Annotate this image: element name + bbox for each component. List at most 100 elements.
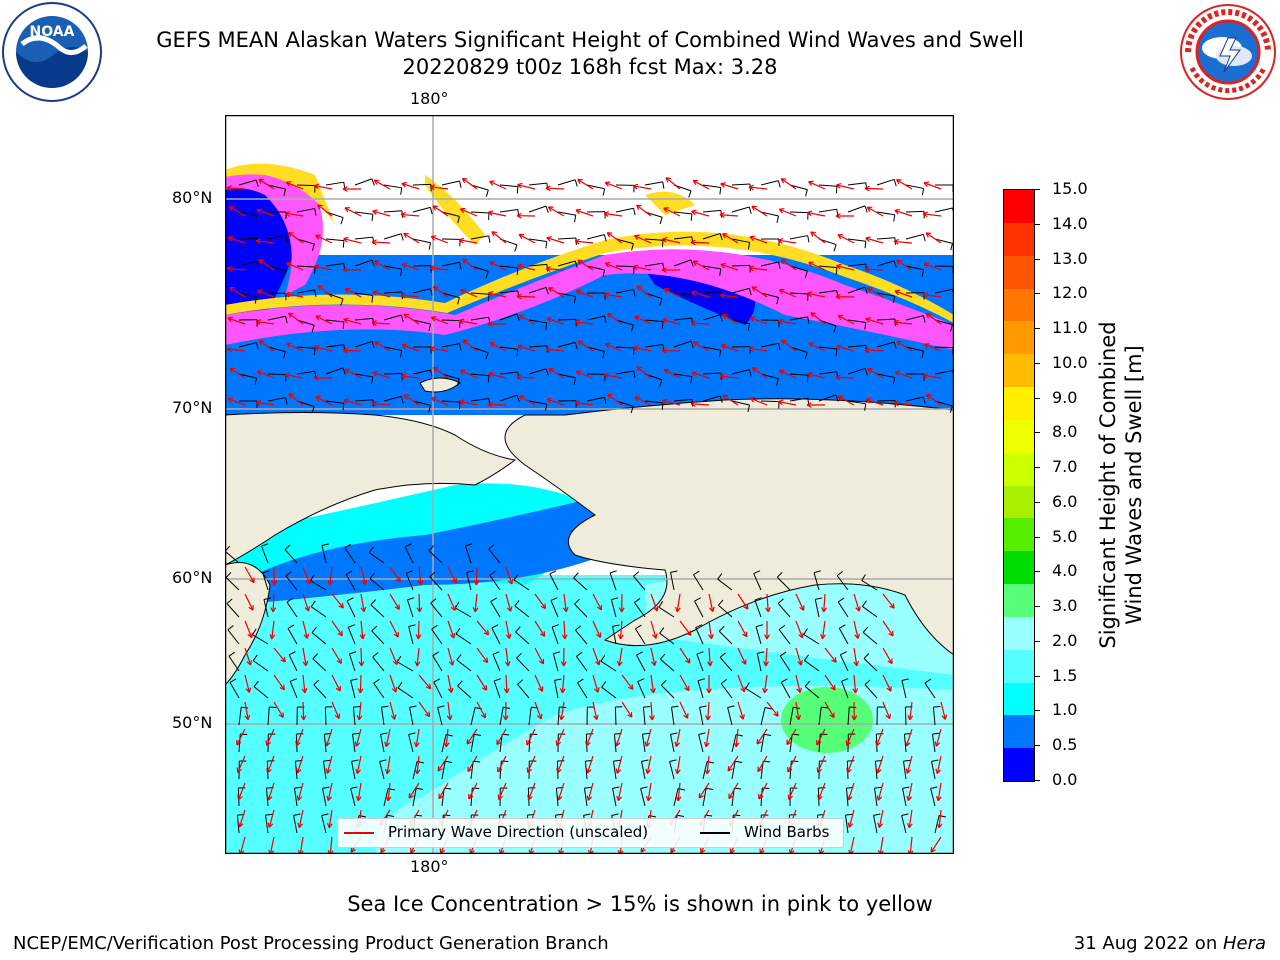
wind-barb [780,682,791,699]
wave-arrow-head [787,767,793,773]
wave-arrow [878,809,884,828]
wave-arrow-head [835,213,841,219]
wave-arrow [720,344,739,352]
wind-barb [841,681,849,699]
colorbar-tick-mark [1034,328,1040,330]
wind-barb [287,628,298,645]
wind-barb-flag [400,396,404,404]
wind-barb-flag [433,678,441,683]
sea-ice-yellow-patch-2 [645,191,695,215]
wave-arrow-head [391,686,398,693]
wind-barb [267,315,286,321]
wind-barb-flag [263,597,271,600]
wind-barb [702,314,721,321]
wind-barb-flag [630,324,634,332]
wave-arrow-head [722,313,728,320]
wind-barb [554,680,559,699]
wind-barb [514,605,530,618]
wind-barb-flag [513,573,519,581]
colorbar-tick-mark [1034,571,1040,573]
sea-ice-yellow-band [225,231,954,323]
wave-arrow [808,342,826,352]
wind-barb-flag [924,678,932,684]
wave-arrow [882,620,894,637]
wave-arrow-head [894,208,900,215]
wind-barb-flag [313,679,320,686]
wind-barb [874,761,878,780]
wave-arrow-head [596,604,603,611]
wind-barb-flag [695,624,703,629]
wind-barb-flag [660,679,667,686]
wind-barb-flag [874,786,882,789]
wave-arrow-head [401,181,407,188]
wave-arrow [894,371,913,379]
wave-arrow-head [698,793,704,799]
wave-arrow [837,315,855,325]
wave-arrow [545,187,565,190]
wind-barb-flag [637,678,645,683]
wave-arrow [894,402,913,406]
wind-barb [673,317,692,321]
wave-arrow-head [586,795,593,801]
wave-arrow-head [326,822,333,829]
wave-arrow [548,367,565,379]
wind-barb [528,238,547,243]
wave-arrow [836,345,855,352]
wind-barb-flag [514,600,520,607]
wind-barb [719,657,733,672]
wave-arrow-head [487,401,493,408]
wave-arrow-head [227,397,234,403]
wave-arrow [546,348,565,352]
wave-arrow-head [472,607,479,613]
wind-barb-flag [658,601,664,608]
wave-arrow-head [430,316,437,322]
wind-barb [586,346,605,352]
wave-arrow [415,728,420,747]
wave-arrow [371,241,391,244]
wave-arrow-head [415,634,422,640]
wind-barb-flag [456,654,462,661]
wave-arrow-head [835,293,841,300]
wind-barb [615,207,634,213]
wind-barb [383,395,402,402]
wind-barb-flag [604,397,607,405]
wave-arrow [491,231,507,244]
wave-arrow-head [778,208,785,214]
wave-arrow-head [305,578,311,585]
wave-arrow-head [344,368,351,374]
wind-barb-flag [950,243,953,251]
wave-arrow [607,312,623,325]
wave-arrow-head [935,795,942,802]
wave-arrow-head [546,236,552,242]
wave-arrow [690,241,710,244]
wind-barb-flag [600,655,606,662]
wave-arrow [459,400,478,406]
wind-barb-flag [634,597,641,603]
wind-barb [441,343,460,348]
colorbar-tick-label: 8.0 [1052,422,1078,442]
wave-arrow [816,728,826,746]
colorbar-tick-label: 0.5 [1052,735,1078,755]
wind-barb-flag [285,316,288,324]
wind-barb-flag [719,187,722,195]
wave-arrow-head [496,739,502,746]
wind-barb [789,292,809,295]
wave-arrow-head [764,634,770,640]
wind-barb [431,628,443,645]
wave-arrow [360,593,365,612]
wind-barb-flag [764,733,772,736]
wave-arrow [518,314,536,325]
wave-arrow [577,340,594,352]
wind-barb-flag [428,545,434,552]
wave-arrow [607,393,623,406]
wave-arrow-head [488,371,494,378]
wave-arrow [923,262,942,271]
wave-arrow-head [414,769,421,775]
wave-arrow [837,234,855,244]
wave-arrow-head [317,204,323,210]
wind-barb-flag [718,599,724,606]
wind-barb [323,734,327,753]
wind-barb-flag [863,653,870,659]
wind-barb [905,265,924,271]
wave-arrow-head [650,687,656,694]
